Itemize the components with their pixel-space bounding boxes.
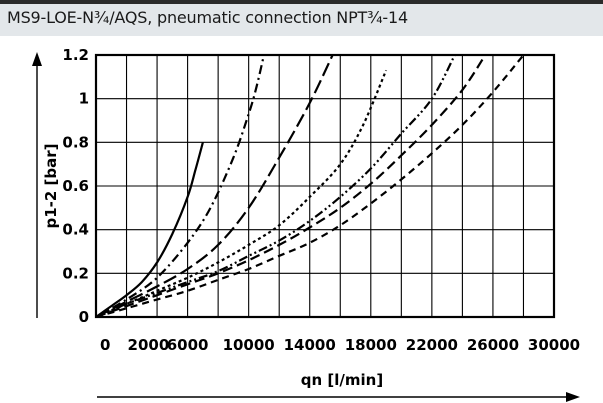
plot-border [94, 53, 556, 319]
y-tick-label: 0 [79, 308, 89, 326]
series-line-4 [95, 69, 388, 319]
y-tick-label: 0.8 [62, 133, 89, 151]
y-tick-label: 0.6 [62, 177, 89, 195]
y-axis-arrowhead [32, 52, 42, 66]
x-tick-label: 30000 [528, 336, 580, 354]
y-tick-label: 0.2 [62, 264, 89, 282]
series-layer [95, 54, 525, 319]
x-tick-label: 14000 [284, 336, 336, 354]
plot-frame [94, 53, 556, 319]
top-stripe [0, 0, 603, 4]
x-axis-arrowhead [566, 392, 580, 402]
chart-title: MS9-LOE-N¾/AQS, pneumatic connection NPT… [7, 8, 408, 27]
x-tick-label: 6000 [167, 336, 209, 354]
axis-arrows [32, 52, 580, 402]
series-line-7 [95, 54, 525, 319]
series-line-3 [95, 54, 334, 318]
y-tick-label: 1 [79, 90, 89, 108]
x-tick-label: 2000 [128, 336, 170, 354]
x-tick-label: 0 [100, 336, 110, 354]
y-axis-label: p1-2 [bar] [42, 143, 60, 228]
series-line-2 [95, 54, 265, 318]
y-tick-label: 0.4 [62, 221, 89, 239]
y-tick-label: 1.2 [62, 46, 89, 64]
x-axis-label: qn [l/min] [301, 371, 383, 389]
x-tick-label: 18000 [345, 336, 397, 354]
grid [96, 55, 554, 317]
series-line-5 [95, 54, 456, 319]
y-tick-labels: 0 0.2 0.4 0.6 0.8 1 1.2 [62, 46, 89, 326]
header-band [0, 4, 603, 36]
x-tick-label: 26000 [467, 336, 519, 354]
series-line-6 [95, 54, 487, 319]
x-tick-label: 10000 [223, 336, 275, 354]
series-line-1 [95, 142, 204, 318]
x-tick-label: 22000 [406, 336, 458, 354]
